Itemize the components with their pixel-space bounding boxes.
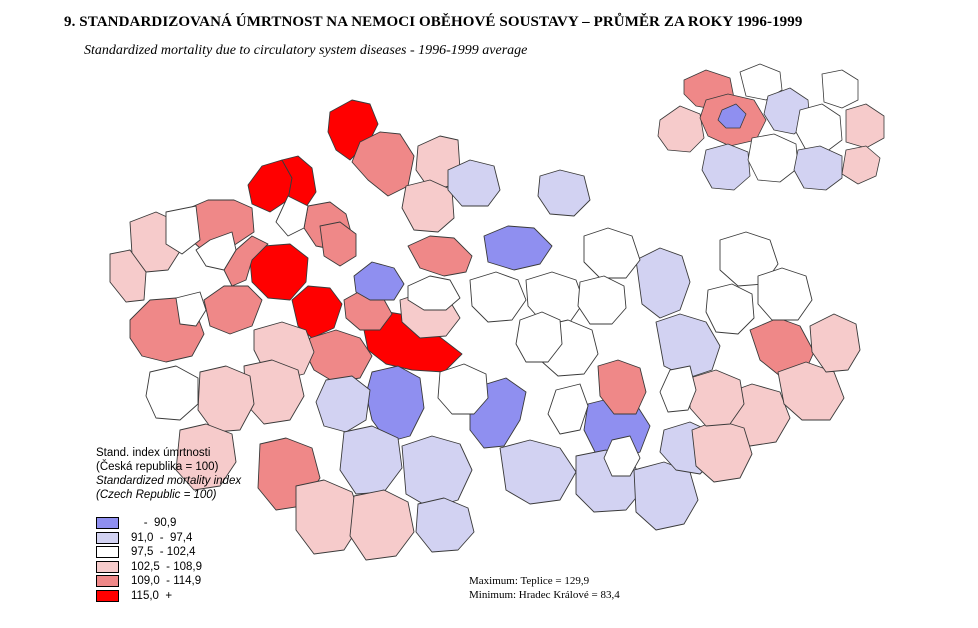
kutna-hora-district (469, 271, 527, 323)
inset-region-west (657, 105, 705, 153)
map-stats: Maximum: Teplice = 129,9 Minimum: Hradec… (469, 574, 620, 602)
legend-swatch-3 (96, 546, 119, 559)
prerov-district (597, 359, 647, 415)
rychnov-district (483, 225, 553, 271)
legend-swatch-1 (96, 517, 119, 530)
legend-row-6: 115,0 + (96, 589, 316, 604)
melnik-district (319, 221, 357, 267)
jicin-district (407, 235, 473, 277)
rakovnik-district (203, 285, 263, 335)
semily-district (447, 159, 501, 207)
usti-orlici-district (583, 227, 641, 279)
legend-swatch-6 (96, 589, 119, 602)
rokycany-district (175, 291, 207, 327)
hradec-kralove-district (353, 261, 405, 301)
liberec-district (351, 131, 415, 197)
bruntal-district (757, 267, 813, 321)
chotebor-district (437, 363, 489, 415)
vsetin-district (689, 369, 745, 427)
legend-label-1: - 90,9 (131, 517, 177, 530)
tachov-district (145, 365, 199, 421)
inset-region-southeast (793, 145, 843, 191)
legend-label-5: 109,0 - 114,9 (131, 575, 202, 588)
inset-region-farnorth (821, 69, 859, 109)
ostrava-district (777, 361, 845, 421)
legend-label-4: 102,5 - 108,9 (131, 560, 202, 573)
inset-region-east (795, 103, 843, 153)
breclav-district (633, 461, 699, 531)
nymburk-district (407, 275, 461, 311)
stat-maximum: Maximum: Teplice = 129,9 (469, 575, 590, 587)
inset-region-fareast (845, 103, 885, 149)
kolin-district (361, 311, 463, 373)
legend-swatch-2 (96, 531, 119, 544)
sumperk-district (635, 247, 691, 319)
karvina-district (809, 313, 861, 373)
legend-title-en-2: (Czech Republic = 100) (96, 489, 217, 501)
novy-jicin-district (515, 311, 563, 363)
legend-row-1: - 90,9 (96, 516, 316, 531)
orlice-district (537, 169, 591, 217)
legend-label-3: 97,5 - 102,4 (131, 546, 196, 559)
olomouc-district (655, 313, 721, 379)
inset-region-farsoutheast (841, 145, 881, 185)
louny-district (223, 235, 269, 287)
legend-row-5: 109,0 - 114,9 (96, 574, 316, 589)
legend-label-6: 115,0 + (131, 589, 173, 602)
jesenik-district (577, 275, 627, 325)
sokolov-district (165, 205, 201, 255)
ceske-budejovice-district (415, 497, 475, 553)
vyskov-district (547, 383, 589, 435)
beroun-district (195, 231, 237, 271)
kromeriz-district (243, 359, 305, 425)
inset-region-south (701, 143, 751, 191)
benesov-district (305, 329, 373, 383)
kladno-district (249, 243, 309, 301)
legend-title-cz-2: (Česká republika = 100) (96, 461, 219, 473)
legend-swatch-5 (96, 575, 119, 588)
legend-row-4: 102,5 - 108,9 (96, 560, 316, 575)
nachod-district (401, 179, 455, 233)
legend-label-2: 91,0 - 97,4 (131, 531, 193, 544)
legend-title-en-1: Standardized mortality index (96, 475, 242, 487)
inset-capital (717, 103, 747, 129)
legend-title-cz-1: Stand. index úmrtnosti (96, 447, 211, 459)
uherske-hradiste-district (659, 365, 697, 413)
map-subtitle: Standardized mortality due to circulator… (84, 43, 528, 58)
kralupy-district (275, 195, 309, 237)
tabor-district (339, 425, 403, 495)
jindrichuv-hradec-district (401, 435, 473, 509)
legend-row-2: 91,0 - 97,4 (96, 531, 316, 546)
map-title: 9. STANDARDIZOVANÁ ÚMRTNOST NA NEMOCI OB… (64, 14, 803, 30)
legend-row-3: 97,5 - 102,4 (96, 545, 316, 560)
domazlice-district (175, 423, 237, 491)
cheb-district (109, 249, 147, 303)
pelhrimov-district (315, 375, 371, 433)
inset-region-north (739, 63, 783, 101)
pardubice-district (525, 271, 585, 325)
map-legend: Stand. index úmrtnosti (Česká republika … (96, 446, 316, 603)
strakonice-district (197, 365, 255, 433)
stat-minimum: Minimum: Hradec Králové = 83,4 (469, 589, 620, 601)
trebic-district (499, 439, 577, 505)
brno-country-district (705, 283, 755, 335)
zdar-district (603, 435, 641, 477)
legend-swatch-4 (96, 560, 119, 573)
cesky-krumlov-district (349, 489, 415, 561)
inset-region-southcentral (747, 133, 799, 183)
most-district (281, 155, 317, 211)
